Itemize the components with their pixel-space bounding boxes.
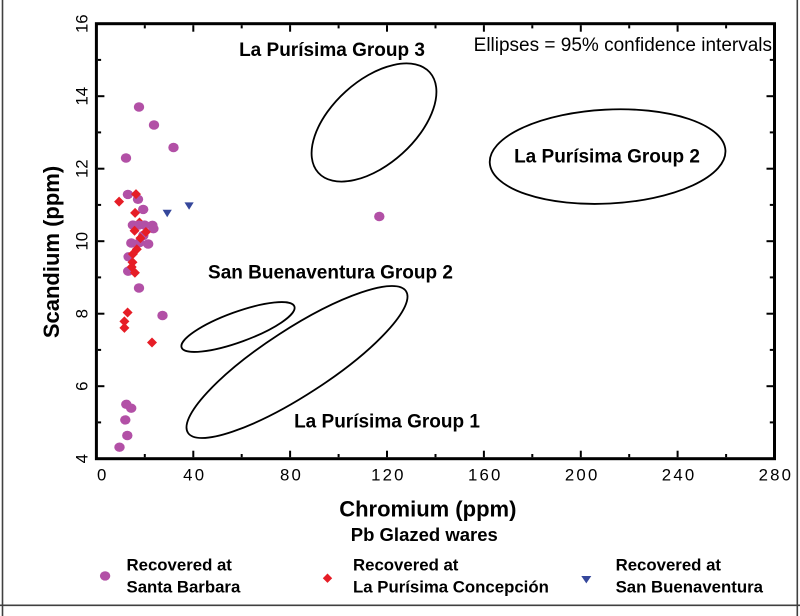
svg-text:4: 4 (73, 454, 92, 463)
svg-text:240: 240 (662, 466, 697, 485)
svg-text:10: 10 (73, 232, 92, 251)
svg-text:Ellipses = 95% confidence inte: Ellipses = 95% confidence intervals (474, 35, 772, 56)
svg-text:Recovered at: Recovered at (127, 556, 233, 575)
svg-text:Scandium (ppm): Scandium (ppm) (39, 166, 64, 338)
svg-text:8: 8 (73, 309, 92, 318)
svg-text:12: 12 (73, 159, 92, 178)
svg-text:80: 80 (280, 466, 303, 485)
svg-text:La Purísima Group 2: La Purísima Group 2 (514, 147, 700, 168)
svg-text:0: 0 (97, 466, 109, 485)
svg-text:Recovered at: Recovered at (353, 556, 459, 575)
svg-text:Recovered at: Recovered at (616, 556, 722, 575)
svg-text:40: 40 (183, 466, 206, 485)
svg-text:La Purísima Group 3: La Purísima Group 3 (239, 40, 425, 61)
svg-text:160: 160 (468, 466, 503, 485)
svg-text:14: 14 (73, 87, 92, 106)
svg-text:Santa Barbara: Santa Barbara (127, 578, 241, 597)
svg-text:La Purísima Group 1: La Purísima Group 1 (294, 412, 480, 433)
svg-text:Pb Glazed wares: Pb Glazed wares (351, 524, 498, 545)
svg-text:La Purísima Concepción: La Purísima Concepción (353, 578, 549, 597)
svg-text:280: 280 (759, 466, 794, 485)
svg-text:San Buenaventura Group 2: San Buenaventura Group 2 (208, 263, 453, 284)
svg-text:Chromium (ppm): Chromium (ppm) (339, 497, 516, 522)
svg-text:16: 16 (73, 14, 92, 33)
svg-text:200: 200 (565, 466, 600, 485)
svg-text:6: 6 (73, 382, 92, 391)
svg-text:San Buenaventura: San Buenaventura (616, 578, 764, 597)
svg-text:120: 120 (371, 466, 406, 485)
